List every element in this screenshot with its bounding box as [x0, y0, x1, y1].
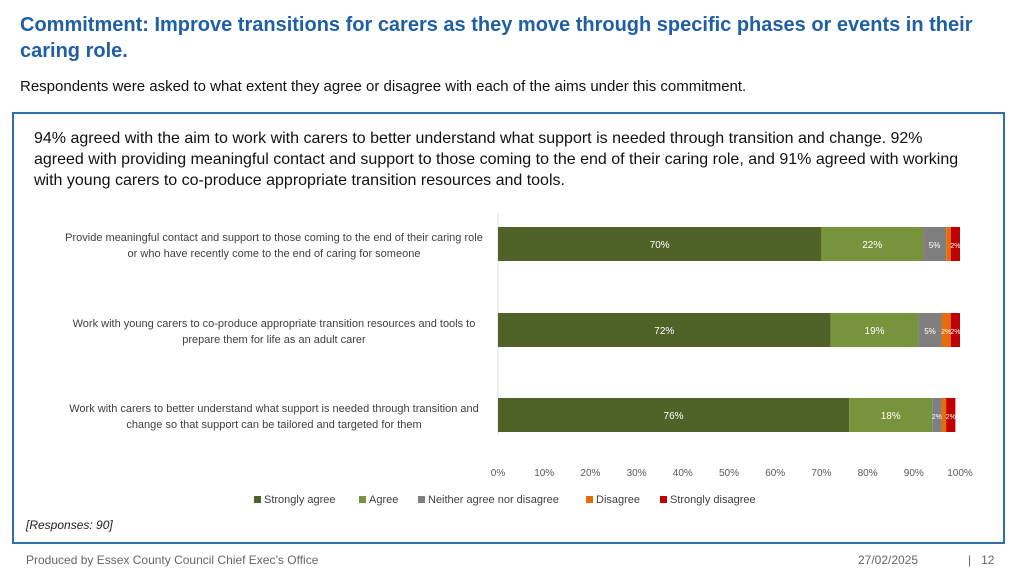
legend-swatch: [359, 496, 366, 503]
x-tick-label: 50%: [719, 468, 739, 479]
stacked-bar-chart: Provide meaningful contact and support t…: [65, 214, 973, 506]
data-label: 5%: [924, 327, 936, 336]
bar-segment: [849, 398, 933, 432]
content-panel: 94% agreed with the aim to work with car…: [12, 112, 1005, 544]
category-label: Work with young carers to co-produce app…: [73, 318, 476, 330]
x-tick-label: 70%: [811, 468, 831, 479]
page-number: 12: [981, 553, 995, 567]
legend-label: Agree: [369, 494, 398, 506]
footer-producer: Produced by Essex County Council Chief E…: [26, 553, 319, 567]
data-label: 2%: [946, 414, 956, 421]
bar-segment: [941, 398, 947, 432]
page-subtitle: Respondents were asked to what extent th…: [20, 78, 747, 95]
data-label: 72%: [654, 326, 674, 337]
bar-segment: [946, 398, 956, 432]
category-label: prepare them for life as an adult carer: [182, 334, 366, 346]
summary-text: 94% agreed with the aim to work with car…: [34, 130, 959, 189]
x-tick-label: 90%: [904, 468, 924, 479]
footer-separator: |: [968, 553, 972, 567]
legend-swatch: [660, 496, 667, 503]
x-tick-label: 40%: [673, 468, 693, 479]
data-label: 18%: [881, 411, 901, 422]
responses-note: [Responses: 90]: [26, 518, 113, 532]
page-title: Commitment: Improve transitions for care…: [20, 14, 973, 62]
category-label: change so that support can be tailored a…: [126, 419, 421, 431]
data-label: 2%: [950, 243, 960, 250]
data-label: 22%: [862, 240, 882, 251]
x-tick-label: 30%: [627, 468, 647, 479]
footer-page-number: | 12: [968, 553, 994, 567]
bar-segment: [946, 227, 951, 261]
x-tick-label: 10%: [534, 468, 554, 479]
data-label: 2%: [950, 329, 960, 336]
bar-segment: [918, 313, 942, 347]
legend-swatch: [254, 496, 261, 503]
data-label: 76%: [664, 411, 684, 422]
data-label: 2%: [941, 329, 951, 336]
legend-swatch: [418, 496, 425, 503]
data-label: 19%: [865, 326, 885, 337]
x-tick-label: 60%: [765, 468, 785, 479]
legend-label: Strongly disagree: [670, 494, 756, 506]
legend-label: Neither agree nor disagree: [428, 494, 559, 506]
bar-segment: [830, 313, 919, 347]
data-label: 2%: [932, 414, 942, 421]
x-tick-label: 0%: [491, 468, 506, 479]
legend-swatch: [586, 496, 593, 503]
data-label: 70%: [650, 240, 670, 251]
data-label: 5%: [929, 241, 941, 250]
category-label: Provide meaningful contact and support t…: [65, 232, 483, 244]
bar-segment: [498, 398, 850, 432]
bar-segment: [950, 313, 960, 347]
bar-segment: [941, 313, 951, 347]
x-tick-label: 20%: [580, 468, 600, 479]
bar-segment: [950, 227, 960, 261]
x-tick-label: 100%: [947, 468, 973, 479]
legend-label: Strongly agree: [264, 494, 336, 506]
bar-segment: [932, 398, 942, 432]
footer-date: 27/02/2025: [858, 553, 919, 567]
x-tick-label: 80%: [858, 468, 878, 479]
legend-label: Disagree: [596, 494, 640, 506]
bar-segment: [498, 227, 822, 261]
bar-segment: [923, 227, 947, 261]
bar-segment: [498, 313, 831, 347]
category-label: or who have recently come to the end of …: [128, 248, 421, 260]
bar-segment: [821, 227, 924, 261]
category-label: Work with carers to better understand wh…: [69, 403, 478, 415]
